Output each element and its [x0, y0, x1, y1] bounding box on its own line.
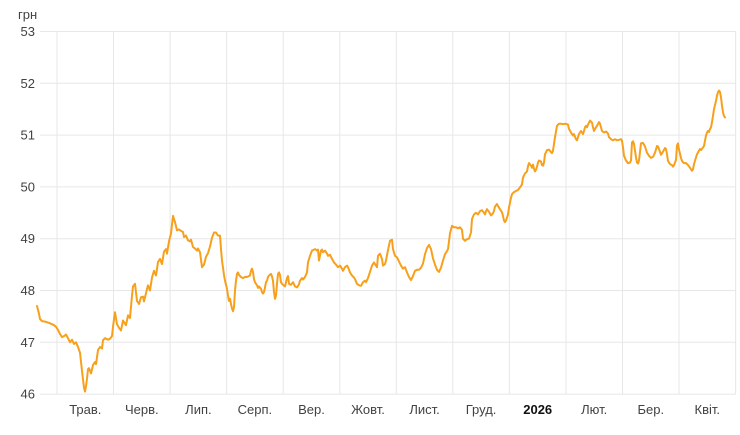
x-axis-tick-label: Трав. — [69, 402, 101, 417]
x-axis-tick-label: Лип. — [185, 402, 211, 417]
x-axis-tick-label: Бер. — [637, 402, 664, 417]
x-axis-tick-label: Груд. — [466, 402, 497, 417]
y-axis-tick-label: 51 — [21, 128, 35, 143]
x-axis-tick-label: Вер. — [298, 402, 325, 417]
y-axis-tick-label: 46 — [21, 387, 35, 402]
y-axis-tick-label: 52 — [21, 76, 35, 91]
x-axis-tick-label: Серп. — [238, 402, 273, 417]
rate-line — [36, 89, 726, 393]
y-axis-tick-label: 53 — [21, 24, 35, 39]
y-axis-tick-label: 48 — [21, 283, 35, 298]
x-axis-tick-label: Лют. — [581, 402, 607, 417]
x-axis-tick-label: 2026 — [523, 402, 552, 417]
y-axis-unit-label: грн — [18, 7, 38, 22]
y-axis-tick-label: 49 — [21, 231, 35, 246]
x-axis-tick-label: Жовт. — [351, 402, 385, 417]
x-axis-tick-label: Лист. — [409, 402, 439, 417]
y-axis-tick-label: 47 — [21, 335, 35, 350]
x-axis-tick-label: Квіт. — [695, 402, 721, 417]
y-axis-tick-label: 50 — [21, 179, 35, 194]
x-axis-tick-label: Черв. — [125, 402, 159, 417]
